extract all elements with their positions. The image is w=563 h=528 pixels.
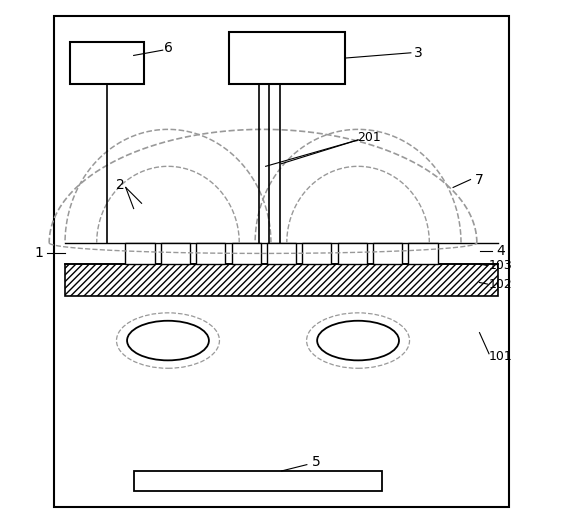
Bar: [55, 16, 508, 507]
Text: 7: 7: [475, 173, 484, 186]
Text: 2: 2: [116, 178, 125, 192]
Bar: [65, 264, 498, 296]
Text: 1: 1: [34, 247, 43, 260]
Bar: [338, 243, 367, 264]
Bar: [196, 243, 225, 264]
Bar: [70, 42, 144, 84]
Bar: [373, 243, 402, 264]
Text: 201: 201: [357, 131, 381, 144]
Bar: [231, 243, 261, 264]
Text: 6: 6: [163, 41, 172, 54]
Bar: [267, 243, 296, 264]
Ellipse shape: [317, 320, 399, 360]
Bar: [229, 32, 345, 84]
Bar: [302, 243, 332, 264]
Bar: [133, 471, 382, 491]
Text: 3: 3: [414, 46, 423, 60]
Ellipse shape: [127, 320, 209, 360]
Text: 101: 101: [489, 350, 512, 363]
Bar: [126, 243, 154, 264]
Text: 102: 102: [489, 278, 512, 290]
Text: 4: 4: [496, 244, 505, 258]
Text: 5: 5: [311, 455, 320, 469]
Bar: [161, 243, 190, 264]
Text: 103: 103: [489, 259, 512, 272]
Bar: [409, 243, 437, 264]
